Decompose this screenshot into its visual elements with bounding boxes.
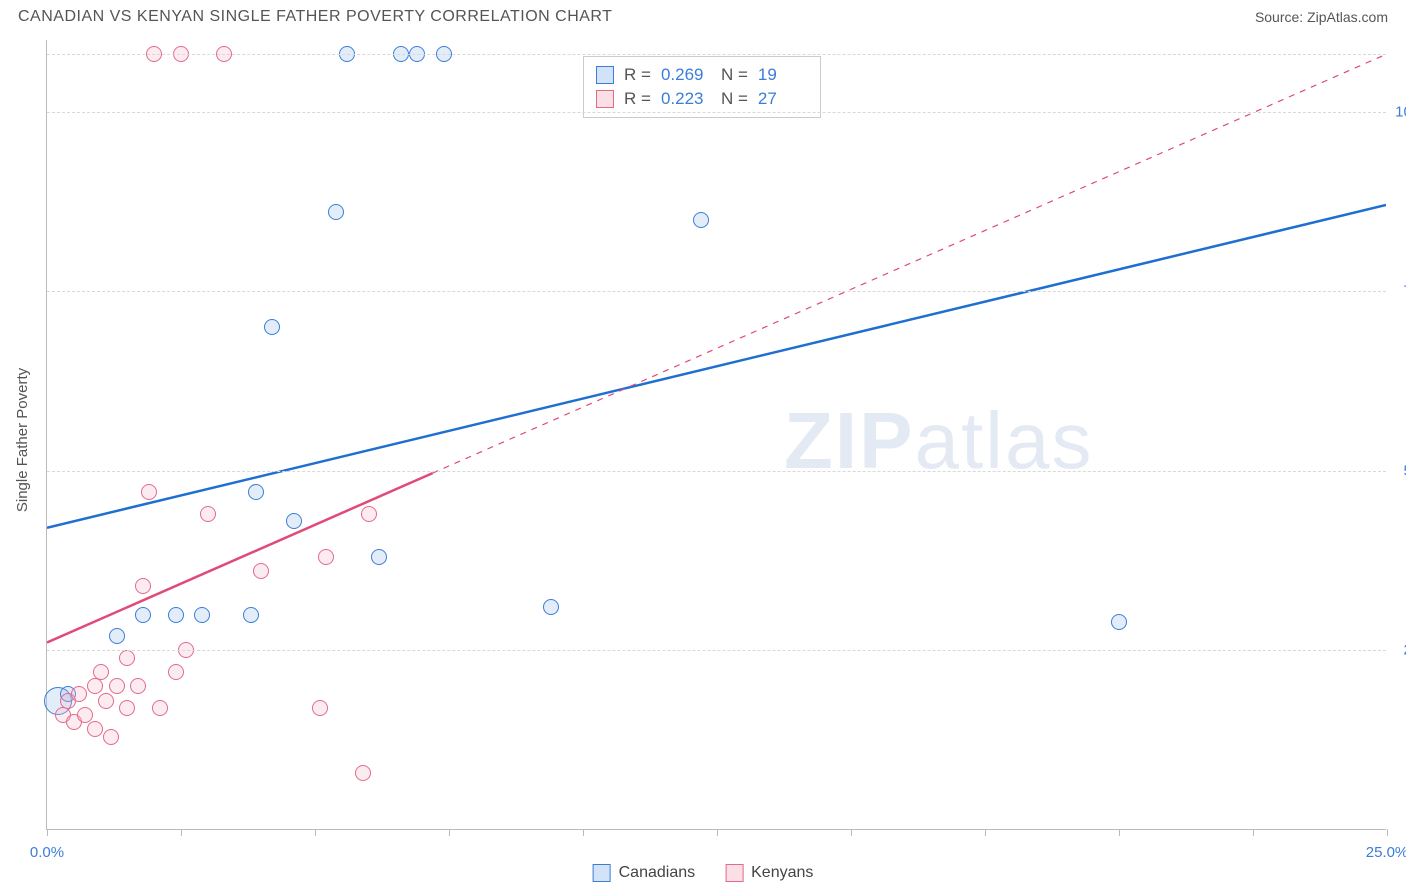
- swatch-canadians: [596, 66, 614, 84]
- x-tick: [717, 829, 718, 836]
- data-point-canadians: [264, 319, 280, 335]
- data-point-kenyans: [355, 765, 371, 781]
- x-tick: [47, 829, 48, 836]
- data-point-kenyans: [253, 563, 269, 579]
- data-point-kenyans: [103, 729, 119, 745]
- data-point-kenyans: [152, 700, 168, 716]
- chart-title: CANADIAN VS KENYAN SINGLE FATHER POVERTY…: [18, 8, 612, 26]
- data-point-kenyans: [200, 506, 216, 522]
- data-point-kenyans: [87, 721, 103, 737]
- x-tick-label: 25.0%: [1366, 844, 1406, 861]
- data-point-kenyans: [130, 678, 146, 694]
- x-tick: [583, 829, 584, 836]
- legend-label: Canadians: [619, 864, 696, 882]
- y-tick-label: 100.0%: [1391, 103, 1406, 120]
- data-point-kenyans: [361, 506, 377, 522]
- data-point-canadians: [194, 607, 210, 623]
- data-point-canadians: [109, 628, 125, 644]
- x-tick: [851, 829, 852, 836]
- data-point-kenyans: [98, 693, 114, 709]
- data-point-canadians: [248, 484, 264, 500]
- gridline: [47, 54, 1386, 55]
- source-attribution: Source: ZipAtlas.com: [1255, 9, 1388, 25]
- data-point-canadians: [693, 212, 709, 228]
- gridline: [47, 112, 1386, 113]
- legend-label: Kenyans: [751, 864, 813, 882]
- data-point-kenyans: [119, 650, 135, 666]
- data-point-canadians: [328, 204, 344, 220]
- x-tick-label: 0.0%: [30, 844, 64, 861]
- data-point-canadians: [543, 599, 559, 615]
- data-point-canadians: [243, 607, 259, 623]
- data-point-kenyans: [141, 484, 157, 500]
- data-point-kenyans: [71, 686, 87, 702]
- data-point-kenyans: [93, 664, 109, 680]
- data-point-canadians: [286, 513, 302, 529]
- data-point-kenyans: [318, 549, 334, 565]
- stats-row-kenyans: R = 0.223N = 27: [596, 87, 808, 111]
- legend-swatch-canadians: [593, 864, 611, 882]
- stats-row-canadians: R = 0.269N = 19: [596, 63, 808, 87]
- y-tick-label: 25.0%: [1391, 642, 1406, 659]
- swatch-kenyans: [596, 90, 614, 108]
- data-point-kenyans: [109, 678, 125, 694]
- data-point-kenyans: [87, 678, 103, 694]
- gridline: [47, 471, 1386, 472]
- data-point-kenyans: [135, 578, 151, 594]
- legend-item-kenyans: Kenyans: [725, 864, 813, 882]
- x-tick: [1119, 829, 1120, 836]
- data-point-kenyans: [168, 664, 184, 680]
- chart-plot-area: ZIPatlas R = 0.269N = 19R = 0.223N = 27 …: [46, 40, 1386, 830]
- y-tick-label: 75.0%: [1391, 283, 1406, 300]
- x-tick: [985, 829, 986, 836]
- stats-legend: R = 0.269N = 19R = 0.223N = 27: [583, 56, 821, 118]
- legend-swatch-kenyans: [725, 864, 743, 882]
- x-tick: [181, 829, 182, 836]
- gridline: [47, 291, 1386, 292]
- y-axis-label: Single Father Poverty: [14, 368, 31, 512]
- series-legend: Canadians Kenyans: [593, 864, 814, 882]
- data-point-kenyans: [119, 700, 135, 716]
- x-tick: [449, 829, 450, 836]
- data-point-canadians: [1111, 614, 1127, 630]
- x-tick: [315, 829, 316, 836]
- legend-item-canadians: Canadians: [593, 864, 696, 882]
- data-point-canadians: [135, 607, 151, 623]
- x-tick: [1387, 829, 1388, 836]
- data-point-kenyans: [77, 707, 93, 723]
- gridline: [47, 650, 1386, 651]
- data-point-canadians: [168, 607, 184, 623]
- x-tick: [1253, 829, 1254, 836]
- data-point-kenyans: [312, 700, 328, 716]
- y-tick-label: 50.0%: [1391, 462, 1406, 479]
- data-point-canadians: [371, 549, 387, 565]
